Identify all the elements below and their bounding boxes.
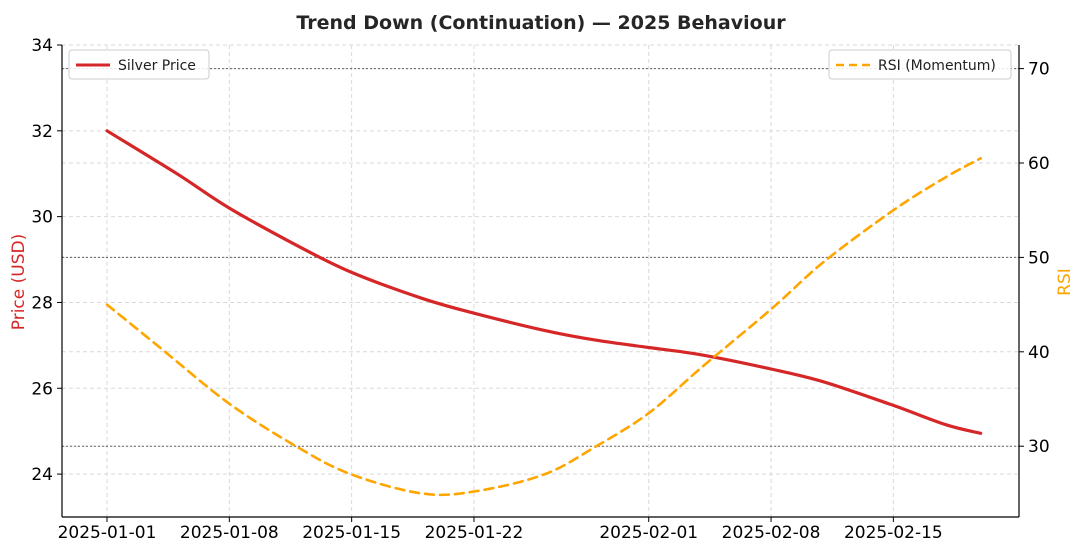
y-left-tick-label: 28 (31, 293, 53, 313)
axes (57, 44, 1024, 522)
series-line-rsi (105, 157, 982, 497)
y-left-tick-label: 34 (31, 36, 53, 56)
y-right-tick-label: 50 (1028, 248, 1050, 268)
chart-title: Trend Down (Continuation) — 2025 Behavio… (296, 12, 786, 34)
x-tick-label: 2025-02-08 (722, 523, 821, 543)
y-left-tick-label: 26 (31, 379, 53, 399)
x-tick-label: 2025-01-15 (302, 523, 401, 543)
y-left-tick-label: 32 (31, 122, 53, 142)
y-left-tick-label: 30 (31, 208, 53, 228)
series-layer (105, 129, 983, 497)
grid (62, 44, 1019, 517)
y-right-tick-label: 30 (1028, 437, 1050, 457)
y-right-tick-label: 40 (1028, 343, 1050, 363)
tick-labels: 2025-01-01 2025-01-08 2025-01-15 2025-01-22… (31, 36, 1049, 543)
legend-rsi-label: RSI (Momentum) (878, 58, 996, 74)
legend-price-box (68, 49, 210, 80)
x-tick-label: 2025-01-01 (58, 523, 157, 543)
legend-rsi: RSI (Momentum) (828, 49, 1012, 80)
x-tick-label: 2025-01-22 (425, 523, 524, 543)
x-tick-label: 2025-02-15 (844, 523, 943, 543)
series-line-silver-price (105, 129, 983, 435)
legend-price: Silver Price (68, 49, 210, 80)
legend-price-label: Silver Price (118, 58, 196, 74)
y-left-tick-label: 24 (31, 465, 53, 485)
x-tick-label: 2025-01-08 (180, 523, 279, 543)
y-axis-left-label: Price (USD) (9, 234, 29, 330)
y-right-tick-label: 60 (1028, 154, 1050, 174)
legend-rsi-box (828, 49, 1012, 80)
x-tick-label: 2025-02-01 (599, 523, 698, 543)
y-right-tick-label: 70 (1028, 60, 1050, 80)
y-axis-right-label: RSI (1055, 268, 1075, 296)
